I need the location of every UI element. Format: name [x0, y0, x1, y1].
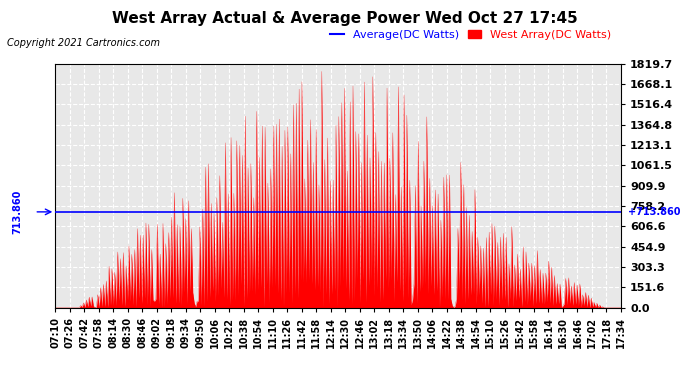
Legend: Average(DC Watts), West Array(DC Watts): Average(DC Watts), West Array(DC Watts): [326, 26, 615, 44]
Text: 713.860: 713.860: [12, 190, 22, 234]
Text: +713.860: +713.860: [628, 207, 680, 217]
Text: Copyright 2021 Cartronics.com: Copyright 2021 Cartronics.com: [7, 38, 160, 48]
Text: West Array Actual & Average Power Wed Oct 27 17:45: West Array Actual & Average Power Wed Oc…: [112, 11, 578, 26]
